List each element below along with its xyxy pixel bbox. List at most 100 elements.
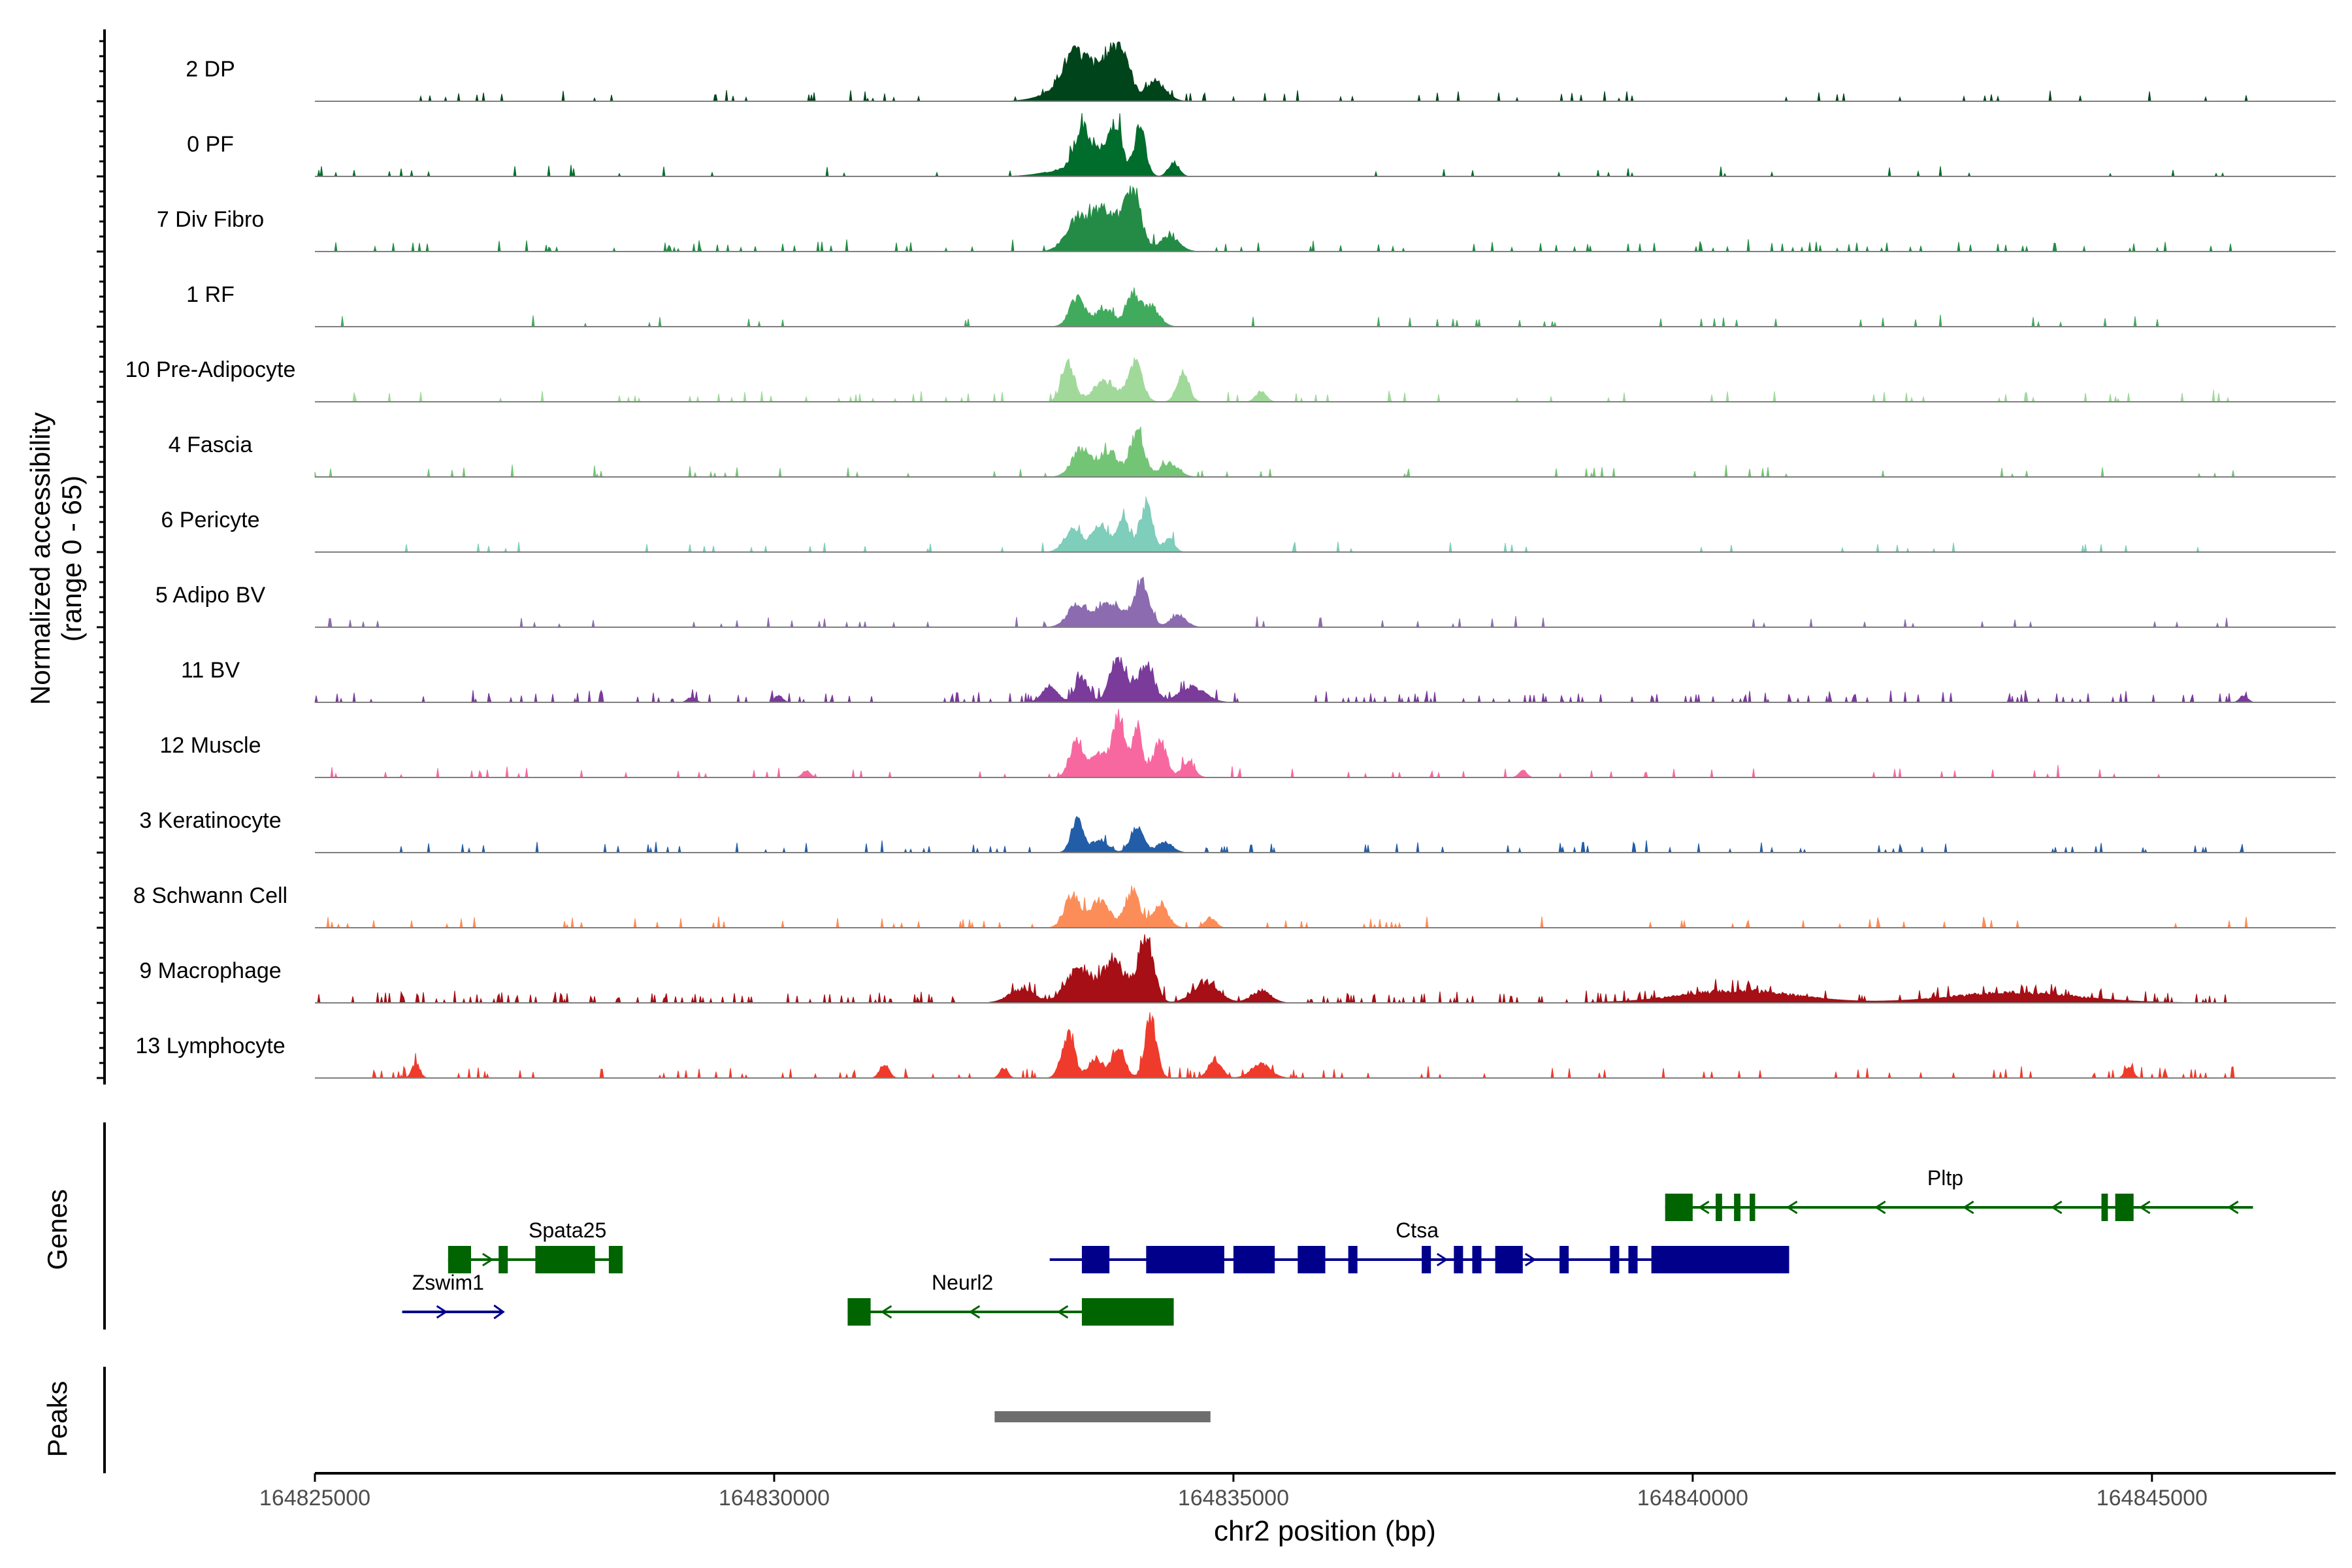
strand-arrow [436, 1305, 448, 1319]
exon [1651, 1246, 1789, 1273]
gene-label: Ctsa [1396, 1218, 1439, 1242]
track-label: 12 Muscle [160, 733, 261, 758]
track-label: 5 Adipo BV [155, 583, 266, 608]
peaks-panel [994, 1411, 1211, 1422]
coverage-area [315, 113, 2253, 177]
track-6-pericyte: 6 Pericyte [161, 497, 2336, 553]
exon [1233, 1246, 1275, 1273]
track-label: 7 Div Fibro [157, 207, 264, 232]
track-11-bv: 11 BV [181, 656, 2336, 704]
gene-pltp: Pltp [1665, 1166, 2253, 1221]
exon [1610, 1246, 1620, 1273]
track-label: 3 Keratinocyte [139, 808, 281, 833]
peak-bar [994, 1411, 1211, 1422]
track-2-dp: 2 DP [186, 41, 2336, 103]
track-9-macrophage: 9 Macrophage [139, 934, 2336, 1004]
y-axis-label-line1: Normalized accessibility [25, 412, 56, 705]
genes-panel-label: Genes [42, 1189, 73, 1270]
exon [1716, 1194, 1722, 1221]
coverage-area [315, 41, 2253, 103]
gene-annotation-panel: Spata25 Zswim1 Neurl2 Ctsa Pltp [402, 1166, 2253, 1326]
x-tick-label: 164825000 [259, 1486, 370, 1511]
exon [1750, 1194, 1756, 1221]
coverage-area [315, 815, 2253, 854]
strand-arrow [880, 1305, 892, 1319]
exon [448, 1246, 472, 1273]
y-axis-label-line2: (range 0 - 65) [56, 476, 87, 642]
track-label: 6 Pericyte [161, 508, 259, 532]
track-0-pf: 0 PF [187, 113, 2336, 177]
track-5-adipo-bv: 5 Adipo BV [155, 576, 2336, 628]
track-10-pre-adipocyte: 10 Pre-Adipocyte [125, 356, 2336, 403]
track-12-muscle: 12 Muscle [160, 708, 2336, 778]
exon [1560, 1246, 1569, 1273]
strand-arrow [1697, 1200, 1710, 1215]
exon [1081, 1298, 1174, 1326]
coverage-area [315, 1012, 2253, 1079]
exon [535, 1246, 595, 1273]
exon [1472, 1246, 1482, 1273]
track-13-lymphocyte: 13 Lymphocyte [135, 1012, 2336, 1079]
gene-spata25: Spata25 [448, 1218, 623, 1273]
gene-label: Neurl2 [932, 1271, 993, 1294]
peaks-panel-label: Peaks [42, 1381, 73, 1458]
track-label: 11 BV [181, 658, 240, 683]
exon [1081, 1246, 1110, 1273]
strand-arrow [968, 1305, 981, 1319]
strand-arrow [2138, 1200, 2151, 1215]
track-3-keratinocyte: 3 Keratinocyte [139, 808, 2336, 854]
strand-arrow [1524, 1252, 1537, 1267]
track-label: 1 RF [186, 282, 235, 307]
gene-label: Pltp [1927, 1166, 1963, 1190]
strand-arrow [493, 1304, 505, 1320]
strand-arrow [1786, 1200, 1798, 1215]
coverage-area [315, 576, 2253, 628]
gene-label: Zswim1 [412, 1271, 484, 1294]
axes: Normalized accessibility (range 0 - 65) … [25, 29, 2336, 1547]
track-label: 10 Pre-Adipocyte [125, 357, 296, 382]
strand-arrow [482, 1252, 494, 1267]
x-axis-label: chr2 position (bp) [1214, 1515, 1436, 1547]
exon [1495, 1246, 1523, 1273]
exon [1298, 1246, 1326, 1273]
coverage-area [315, 497, 2253, 553]
track-7-div-fibro: 7 Div Fibro [157, 186, 2336, 253]
exon [2101, 1194, 2108, 1221]
gene-label: Spata25 [529, 1218, 606, 1242]
exon [1422, 1246, 1431, 1273]
track-8-schwann-cell: 8 Schwann Cell [133, 883, 2336, 929]
coverage-area [315, 356, 2253, 403]
exon [608, 1246, 623, 1273]
exon [2115, 1194, 2134, 1221]
strand-arrow [1962, 1200, 1974, 1215]
gene-ctsa: Ctsa [1049, 1218, 1789, 1273]
coverage-area [315, 885, 2253, 929]
strand-arrow [2050, 1200, 2063, 1215]
strand-arrow [1874, 1200, 1886, 1215]
y-axis-ticks [97, 40, 105, 1079]
gene-neurl2: Neurl2 [847, 1271, 1174, 1326]
track-label: 8 Schwann Cell [133, 883, 287, 908]
x-tick-label: 164830000 [719, 1486, 830, 1511]
track-label: 9 Macrophage [139, 958, 281, 983]
track-label: 2 DP [186, 57, 235, 82]
exon [1665, 1194, 1693, 1221]
exon [1628, 1246, 1638, 1273]
x-tick-label: 164840000 [1637, 1486, 1748, 1511]
track-4-fascia: 4 Fascia [169, 427, 2336, 478]
strand-arrow [1056, 1305, 1069, 1319]
track-label: 13 Lymphocyte [135, 1034, 285, 1058]
strand-arrow [1436, 1252, 1448, 1267]
exon [847, 1298, 871, 1326]
x-tick-label: 164845000 [2097, 1486, 2208, 1511]
coverage-area [314, 656, 2254, 704]
coverage-area [314, 427, 2253, 478]
exon [1146, 1246, 1224, 1273]
coverage-area [315, 186, 2253, 253]
exon [1454, 1246, 1463, 1273]
coverage-area [315, 287, 2253, 328]
exon [498, 1246, 508, 1273]
exon [1348, 1246, 1358, 1273]
coverage-area [315, 934, 2253, 1004]
